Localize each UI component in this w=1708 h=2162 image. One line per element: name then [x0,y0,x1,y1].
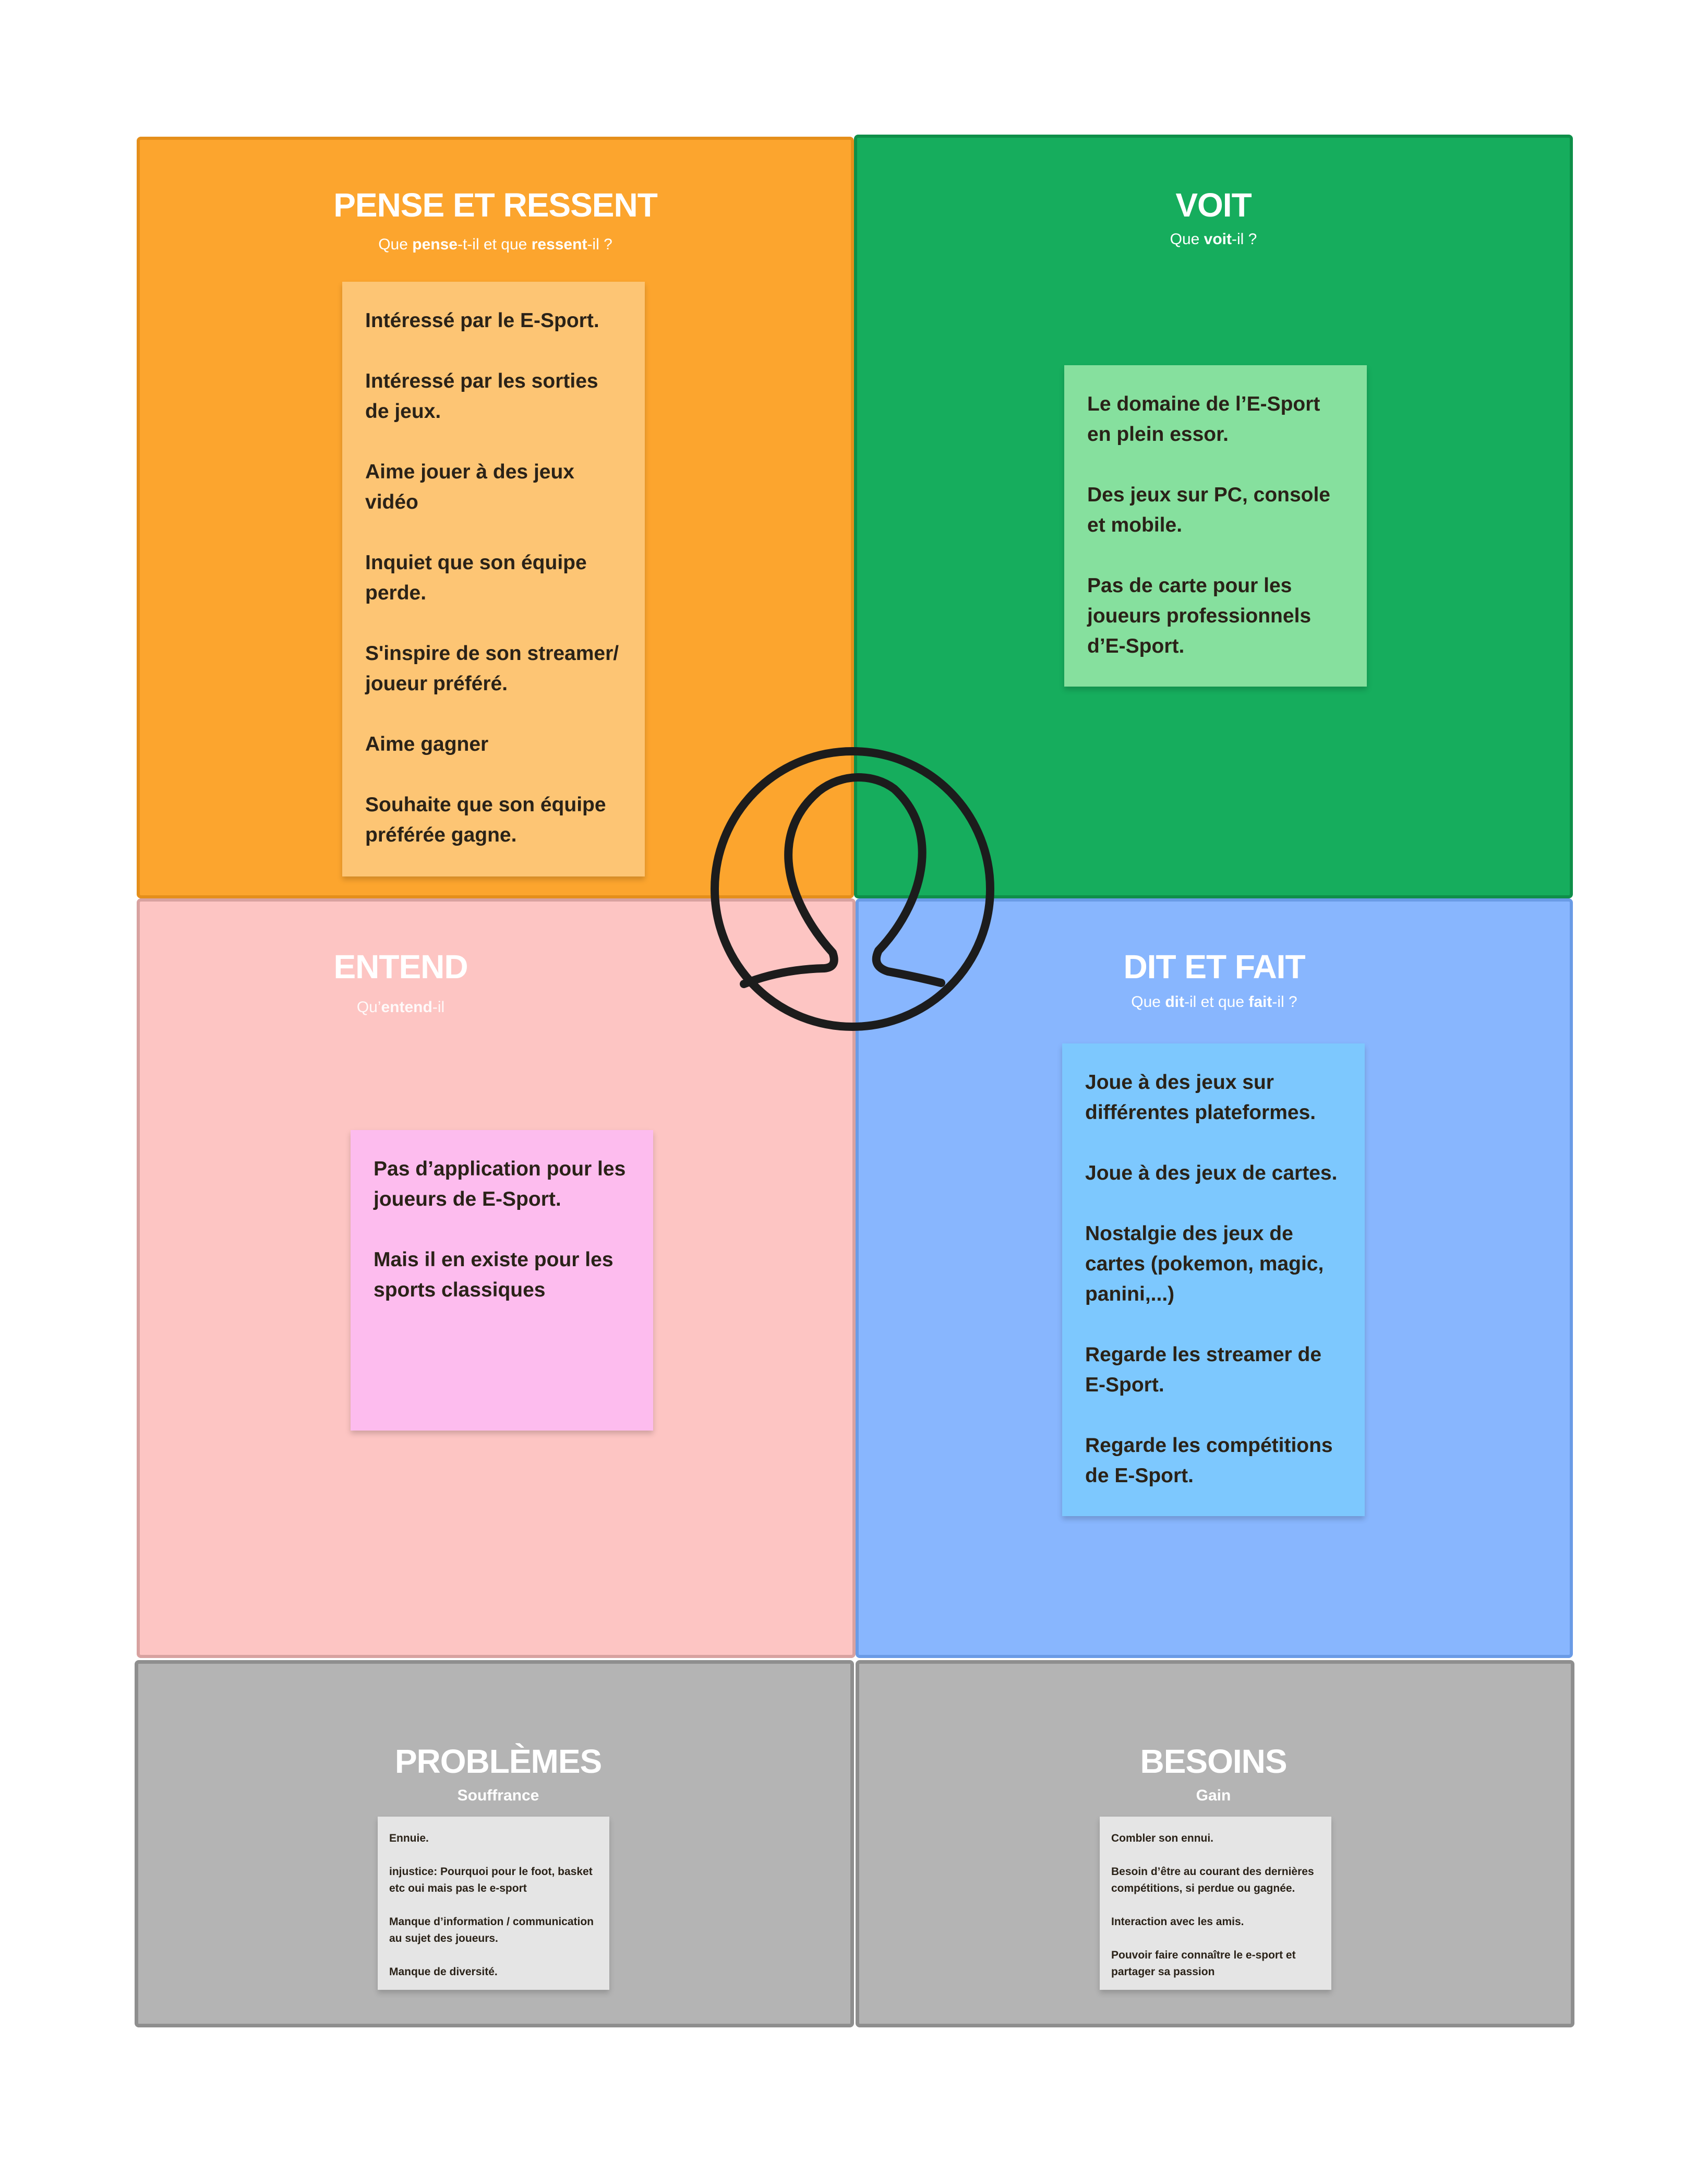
quadrant-subtitle: Qu’entend-il [356,999,445,1016]
note-line: Manque d’information / communication au … [389,1916,594,1944]
note-line: injustice: Pourquoi pour le foot, basket… [389,1866,593,1894]
note-line: S'inspire de son streamer/ joueur préfér… [365,642,619,695]
quadrant-title: DIT ET FAIT [1123,948,1305,986]
quadrant-subtitle: Que dit-il et que fait-il ? [1131,993,1297,1011]
quadrant-title: PROBLÈMES [394,1743,602,1780]
note-line: Souhaite que son équipe préférée gagne. [365,794,606,846]
note-line: Manque de diversité. [389,1966,498,1978]
quadrant-subtitle: Que pense-t-il et que ressent-il ? [378,236,612,253]
sticky-note-problemes[interactable]: Ennuie. injustice: Pourquoi pour le foot… [378,1817,609,1990]
note-line: Aime gagner [365,733,489,755]
persona-head-shape [740,773,945,988]
sticky-note-voit[interactable]: Le domaine de l’E-Sport en plein essor. … [1064,365,1367,687]
quadrant-title: ENTEND [333,948,468,986]
persona-user-icon [711,747,994,1031]
note-line: Intéressé par les sorties de jeux. [365,370,598,423]
note-line: Pas d’application pour les joueurs de E-… [374,1158,626,1210]
quadrant-title: PENSE ET RESSENT [333,186,658,224]
note-line: Pas de carte pour les joueurs profession… [1087,574,1312,657]
note-line: Ennuie. [389,1832,429,1844]
note-line: Combler son ennui. [1111,1832,1214,1844]
note-line: Des jeux sur PC, console et mobile. [1087,484,1331,536]
note-line: Joue à des jeux de cartes. [1085,1162,1338,1184]
note-line: Inquiet que son équipe perde. [365,551,587,604]
note-line: Aime jouer à des jeux vidéo [365,461,574,513]
persona-circle [711,747,994,1031]
note-line: Joue à des jeux sur différentes platefor… [1085,1071,1316,1124]
quadrant-dit-et-fait: DIT ET FAIT Que dit-il et que fait-il ? [856,898,1573,1658]
note-line: Regarde les compétitions de E-Sport. [1085,1434,1333,1487]
quadrant-title: BESOINS [1140,1743,1287,1780]
sticky-note-entend[interactable]: Pas d’application pour les joueurs de E-… [351,1130,653,1431]
sticky-note-pense[interactable]: Intéressé par le E-Sport. Intéressé par … [342,282,645,876]
sticky-note-besoins[interactable]: Combler son ennui. Besoin d’être au cour… [1100,1817,1331,1990]
note-line: Nostalgie des jeux de cartes (pokemon, m… [1085,1222,1324,1305]
quadrant-subtitle: Que voit-il ? [1170,231,1257,248]
quadrant-title: VOIT [1175,186,1252,224]
note-line: Intéressé par le E-Sport. [365,309,599,332]
note-line: Mais il en existe pour les sports classi… [374,1248,614,1301]
note-line: Pouvoir faire connaître le e-sport et pa… [1111,1949,1296,1978]
note-line: Besoin d’être au courant des dernières c… [1111,1866,1314,1894]
note-line: Interaction avec les amis. [1111,1916,1244,1928]
note-line: Regarde les streamer de E-Sport. [1085,1343,1322,1396]
quadrant-subtitle: Gain [1196,1787,1231,1804]
sticky-note-dit[interactable]: Joue à des jeux sur différentes platefor… [1062,1043,1365,1516]
note-line: Le domaine de l’E-Sport en plein essor. [1087,393,1320,446]
quadrant-subtitle: Souffrance [457,1787,539,1804]
